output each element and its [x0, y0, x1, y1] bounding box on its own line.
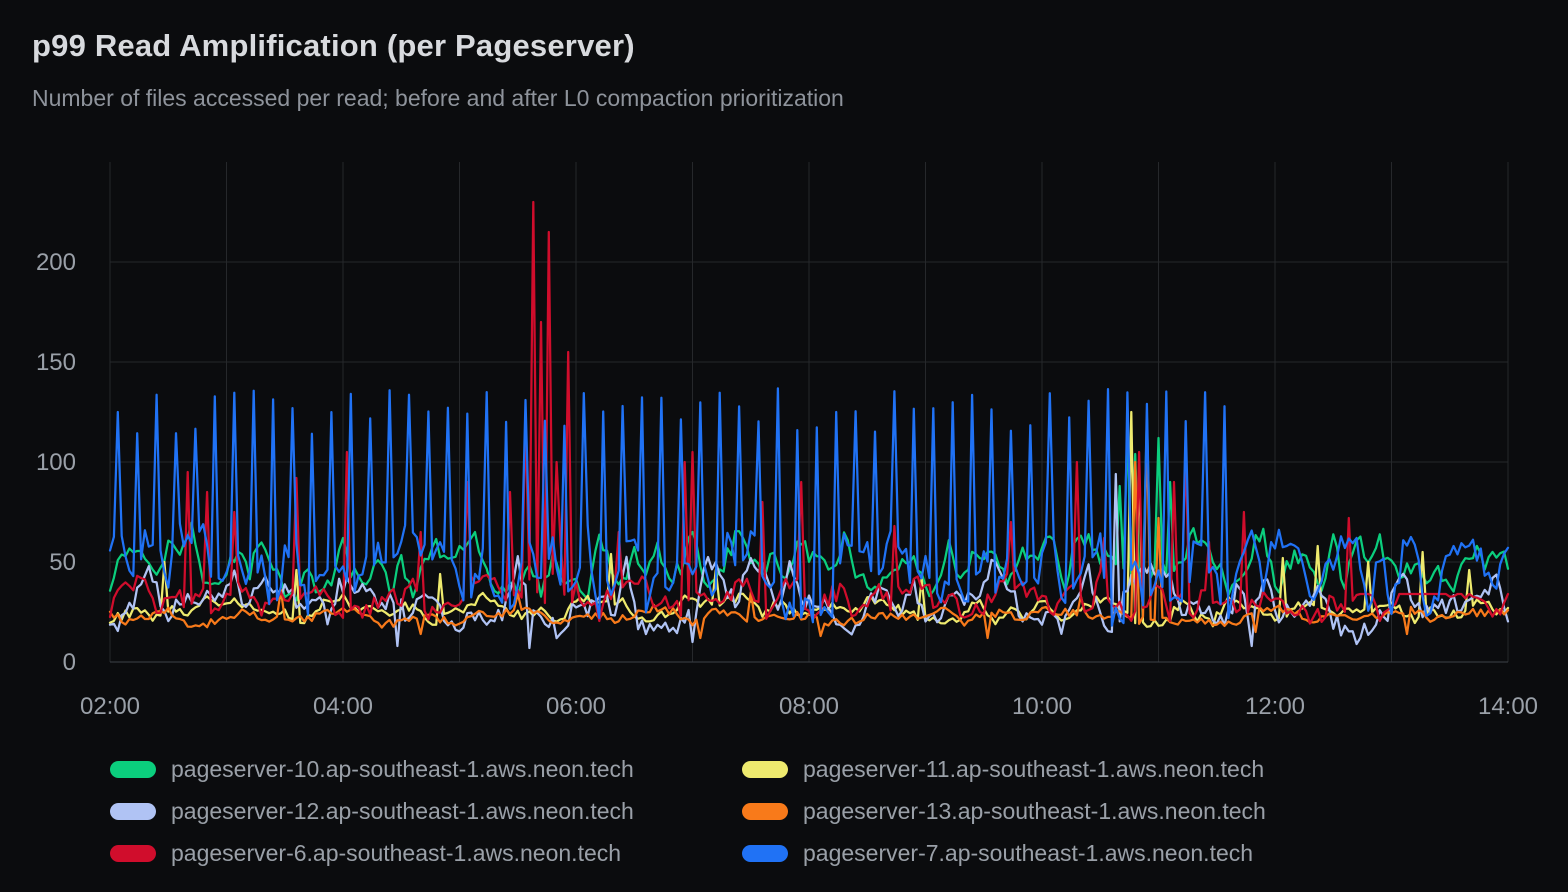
series-lines	[108, 200, 1510, 650]
legend-label: pageserver-7.ap-southeast-1.aws.neon.tec…	[803, 839, 1254, 866]
legend-item-pageserver-6[interactable]: pageserver-6.ap-southeast-1.aws.neon.tec…	[110, 840, 742, 867]
gridlines	[109, 162, 1509, 662]
panel-title: p99 Read Amplification (per Pageserver)	[32, 28, 635, 63]
legend-item-pageserver-10[interactable]: pageserver-10.ap-southeast-1.aws.neon.te…	[110, 756, 742, 783]
x-tick-label: 02:00	[80, 693, 140, 720]
legend-color-pill	[110, 844, 156, 862]
legend-color-pill	[110, 760, 156, 778]
series-line-pageserver-6[interactable]	[108, 200, 1510, 625]
axis-tick-labels: 0 50 100 150 200 02:00 04:00 06:00 08:00 10:00 12:…	[36, 249, 1538, 720]
panel-subtitle: Number of files accessed per read; befor…	[32, 85, 844, 111]
legend-color-pill	[742, 760, 788, 778]
x-tick-label: 14:00	[1478, 693, 1538, 720]
y-tick-label: 50	[49, 549, 76, 576]
x-tick-label: 12:00	[1245, 693, 1305, 720]
legend-color-pill	[742, 802, 788, 820]
series-line-pageserver-7[interactable]	[108, 387, 1510, 627]
x-tick-label: 06:00	[546, 693, 606, 720]
y-tick-label: 200	[36, 249, 76, 276]
legend-label: pageserver-10.ap-southeast-1.aws.neon.te…	[171, 755, 634, 782]
legend-item-pageserver-12[interactable]: pageserver-12.ap-southeast-1.aws.neon.te…	[110, 798, 742, 825]
y-tick-label: 150	[36, 349, 76, 376]
series-line-pageserver-10[interactable]	[108, 416, 1510, 602]
legend-label: pageserver-11.ap-southeast-1.aws.neon.te…	[803, 755, 1265, 782]
x-tick-label: 04:00	[313, 693, 373, 720]
legend-item-pageserver-7[interactable]: pageserver-7.ap-southeast-1.aws.neon.tec…	[742, 840, 1266, 867]
legend-item-pageserver-13[interactable]: pageserver-13.ap-southeast-1.aws.neon.te…	[742, 798, 1266, 825]
x-tick-label: 08:00	[779, 693, 839, 720]
chart-legend: pageserver-10.ap-southeast-1.aws.neon.te…	[110, 748, 1266, 874]
legend-label: pageserver-12.ap-southeast-1.aws.neon.te…	[171, 797, 634, 824]
legend-label: pageserver-13.ap-southeast-1.aws.neon.te…	[803, 797, 1266, 824]
legend-item-pageserver-11[interactable]: pageserver-11.ap-southeast-1.aws.neon.te…	[742, 756, 1266, 783]
y-tick-label: 0	[63, 649, 76, 676]
legend-color-pill	[110, 802, 156, 820]
legend-color-pill	[742, 844, 788, 862]
x-tick-label: 10:00	[1012, 693, 1072, 720]
chart-plot-area[interactable]	[110, 162, 1508, 662]
legend-label: pageserver-6.ap-southeast-1.aws.neon.tec…	[171, 839, 622, 866]
y-tick-label: 100	[36, 449, 76, 476]
